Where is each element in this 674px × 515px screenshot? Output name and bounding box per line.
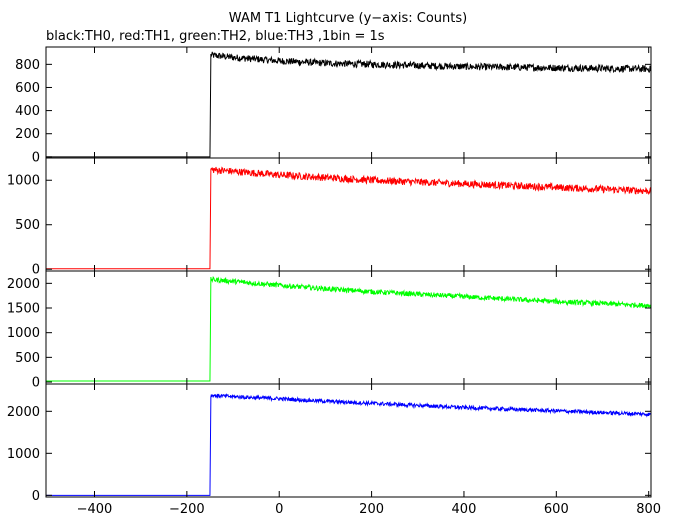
panel-frame <box>45 157 652 272</box>
y-tick-label: 400 <box>15 104 40 119</box>
y-tick-label: 1500 <box>7 302 40 317</box>
x-tick-label: 800 <box>636 502 661 515</box>
x-tick-label: 0 <box>275 502 283 515</box>
panel-th1: 0 500 1000 <box>7 157 652 278</box>
x-axis: −400 −200 0 200 400 600 800 <box>77 502 661 515</box>
x-tick-label: −400 <box>77 502 113 515</box>
y-tick-label: 0 <box>32 263 40 278</box>
y-tick-label: 0 <box>32 489 40 504</box>
y-tick-label: 0 <box>32 376 40 391</box>
series-line-th0 <box>46 51 652 158</box>
y-tick-label: 1000 <box>7 326 40 341</box>
y-tick-label: 1000 <box>7 174 40 189</box>
series-line-th1 <box>46 166 652 270</box>
x-tick-label: −200 <box>169 502 205 515</box>
x-tick-label: 600 <box>544 502 569 515</box>
y-tick-label: 0 <box>32 150 40 165</box>
y-tick-label: 600 <box>15 81 40 96</box>
y-tick-label: 1000 <box>7 447 40 462</box>
chart-subtitle: black:TH0, red:TH1, green:TH2, blue:TH3 … <box>46 29 385 44</box>
series-line-th3 <box>46 393 652 496</box>
panel-th0: 0 200 400 600 800 <box>15 46 652 165</box>
x-tick-label: 200 <box>359 502 384 515</box>
y-tick-label: 200 <box>15 127 40 142</box>
chart-title: WAM T1 Lightcurve (y−axis: Counts) <box>229 11 467 26</box>
x-tick-label: 400 <box>452 502 477 515</box>
panel-frame <box>45 383 652 498</box>
y-tick-label: 800 <box>15 58 40 73</box>
y-tick-label: 500 <box>15 351 40 366</box>
panels-group: 0200400600800050010000500100015002000010… <box>7 46 652 504</box>
y-tick-label: 2000 <box>7 277 40 292</box>
panel-th3: 0 1000 2000 <box>7 383 652 504</box>
y-tick-label: 500 <box>15 218 40 233</box>
series-line-th2 <box>46 275 652 382</box>
y-tick-label: 2000 <box>7 405 40 420</box>
panel-th2: 0 500 1000 1500 2000 <box>7 270 652 391</box>
